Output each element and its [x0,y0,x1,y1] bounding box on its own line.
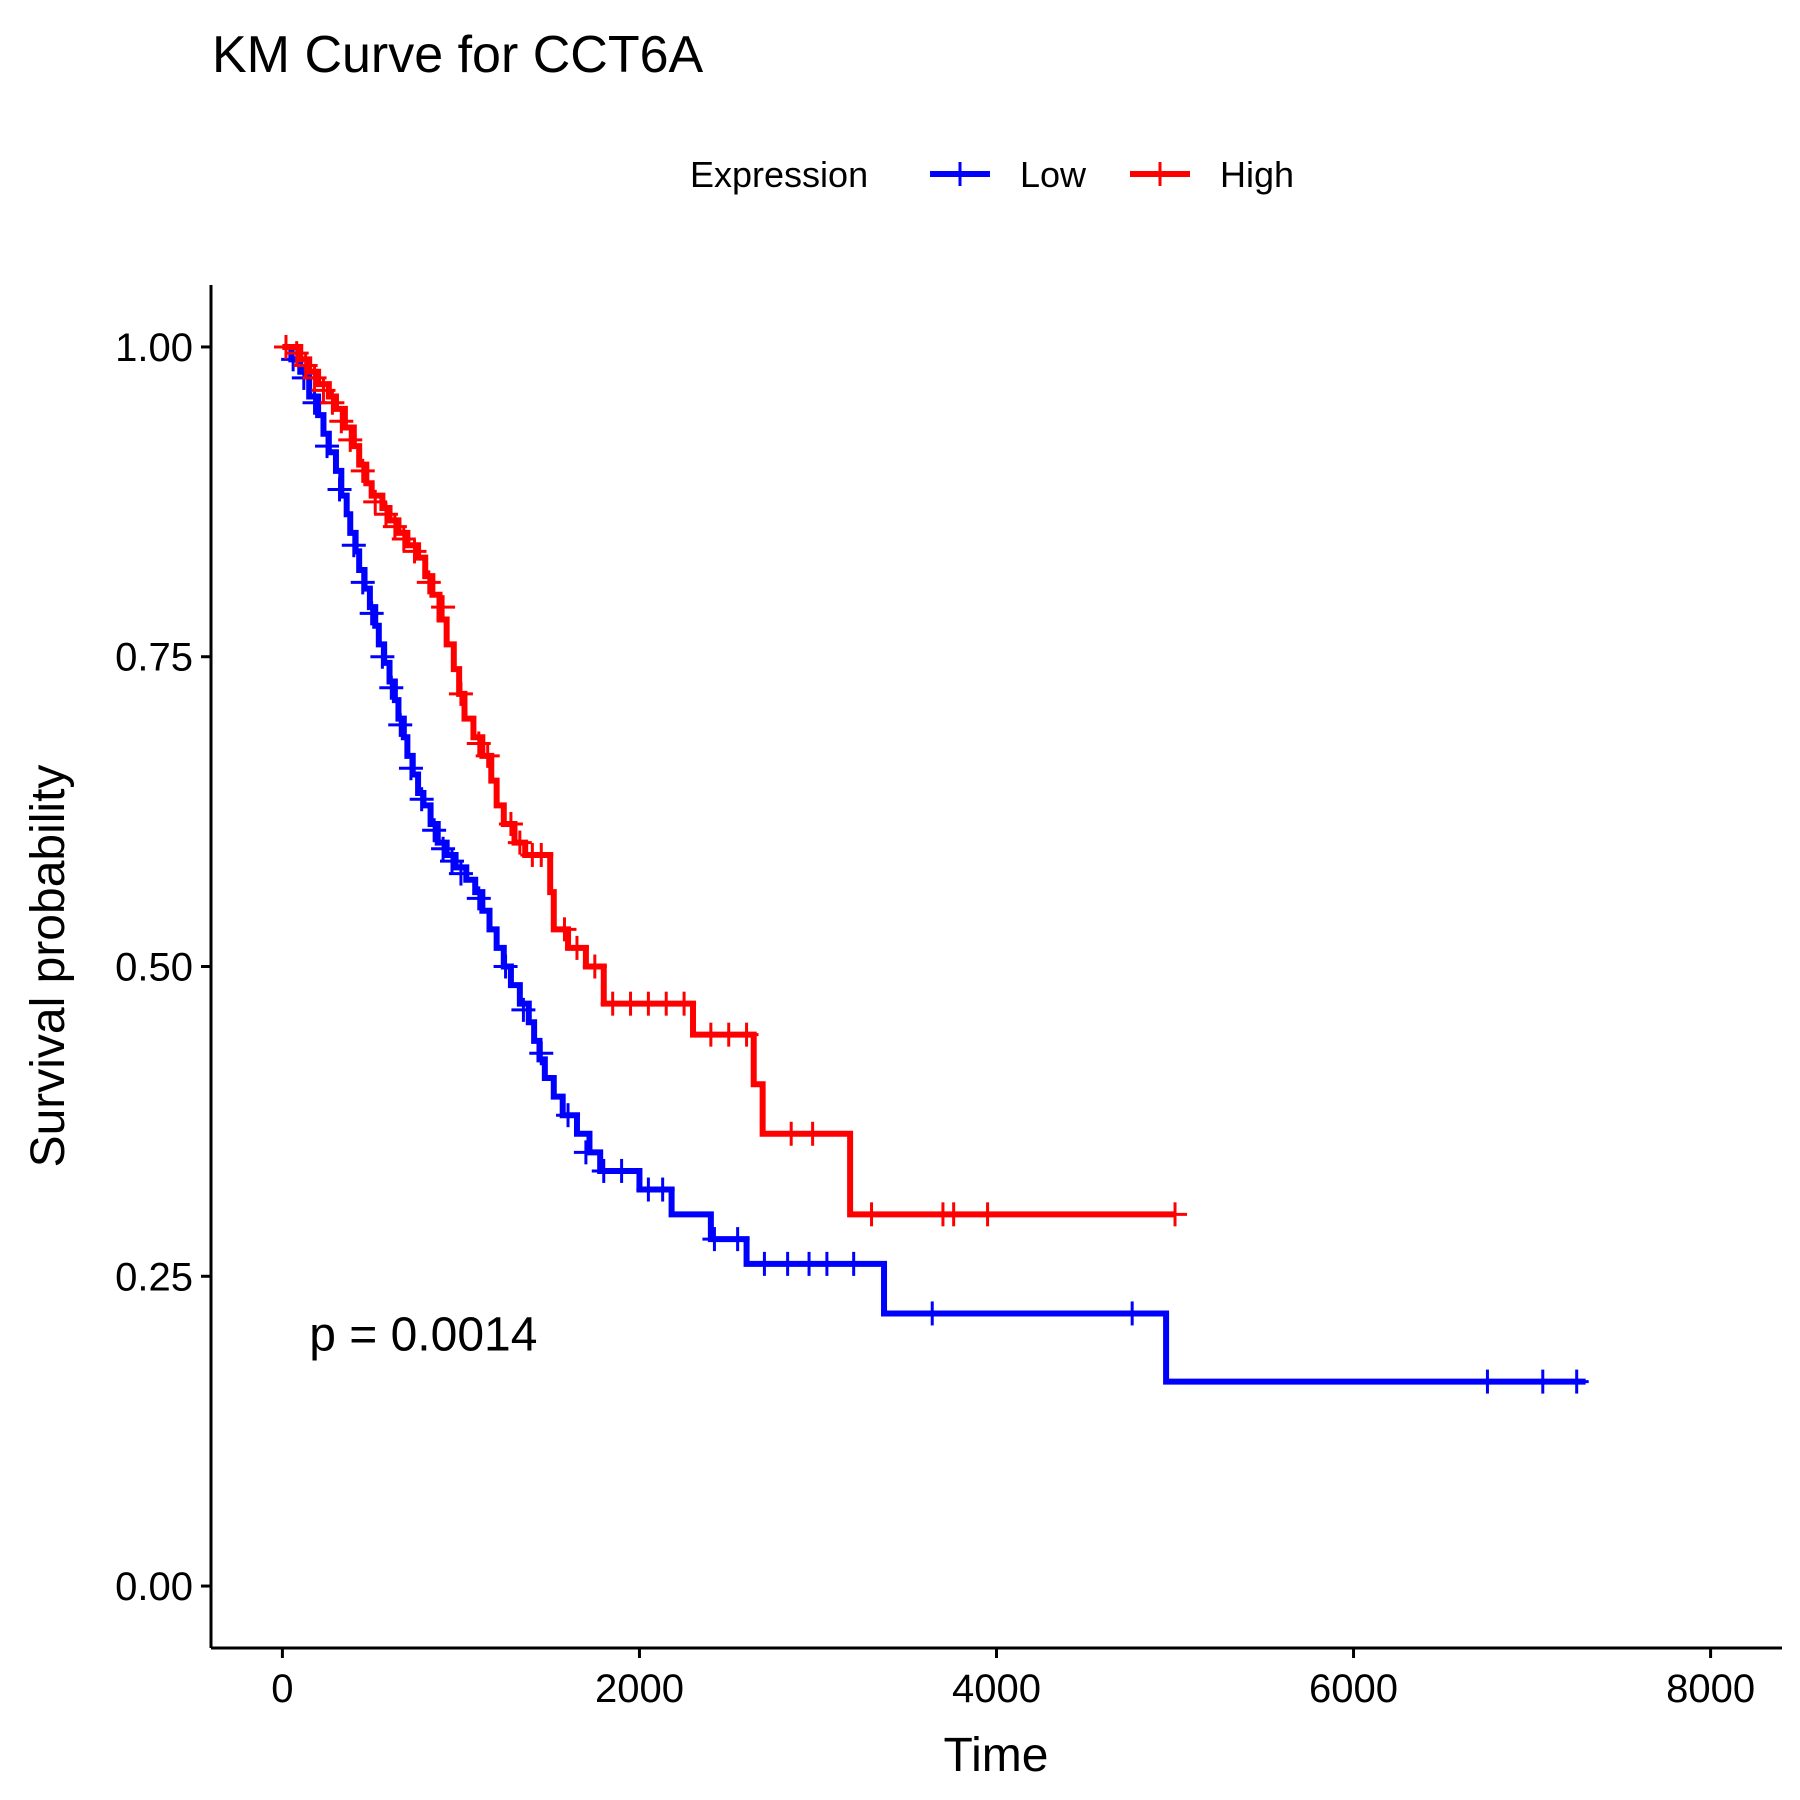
y-tick-label: 0.50 [115,946,193,990]
survival-curve-low [282,343,1586,1385]
x-axis-ticks: 0 2000 4000 6000 8000 [271,1648,1755,1711]
y-axis-ticks: 0.00 0.25 0.50 0.75 1.00 [115,326,211,1609]
x-tick-label: 6000 [1309,1667,1398,1711]
censor-marks-high [273,334,1188,1227]
legend-label-high: High [1220,154,1294,195]
y-tick-label: 0.00 [115,1565,193,1609]
x-tick-label: 0 [271,1667,293,1711]
x-tick-label: 8000 [1666,1667,1755,1711]
legend-title: Expression [690,154,868,195]
y-tick-label: 0.25 [115,1255,193,1299]
chart-title: KM Curve for CCT6A [212,26,704,84]
legend-item-high: High [1130,154,1294,195]
legend-item-low: Low [930,154,1087,195]
p-value-annotation: p = 0.0014 [309,1309,537,1362]
x-axis-title: Time [944,1729,1049,1782]
x-tick-label: 2000 [595,1667,684,1711]
y-tick-label: 1.00 [115,326,193,370]
plot-area [273,334,1589,1394]
y-tick-label: 0.75 [115,636,193,680]
legend-label-low: Low [1020,154,1087,195]
legend: Expression Low High [690,154,1294,195]
x-tick-label: 4000 [952,1667,1041,1711]
y-axis-title: Survival probability [22,765,75,1168]
censor-marks-low [281,347,1589,1394]
